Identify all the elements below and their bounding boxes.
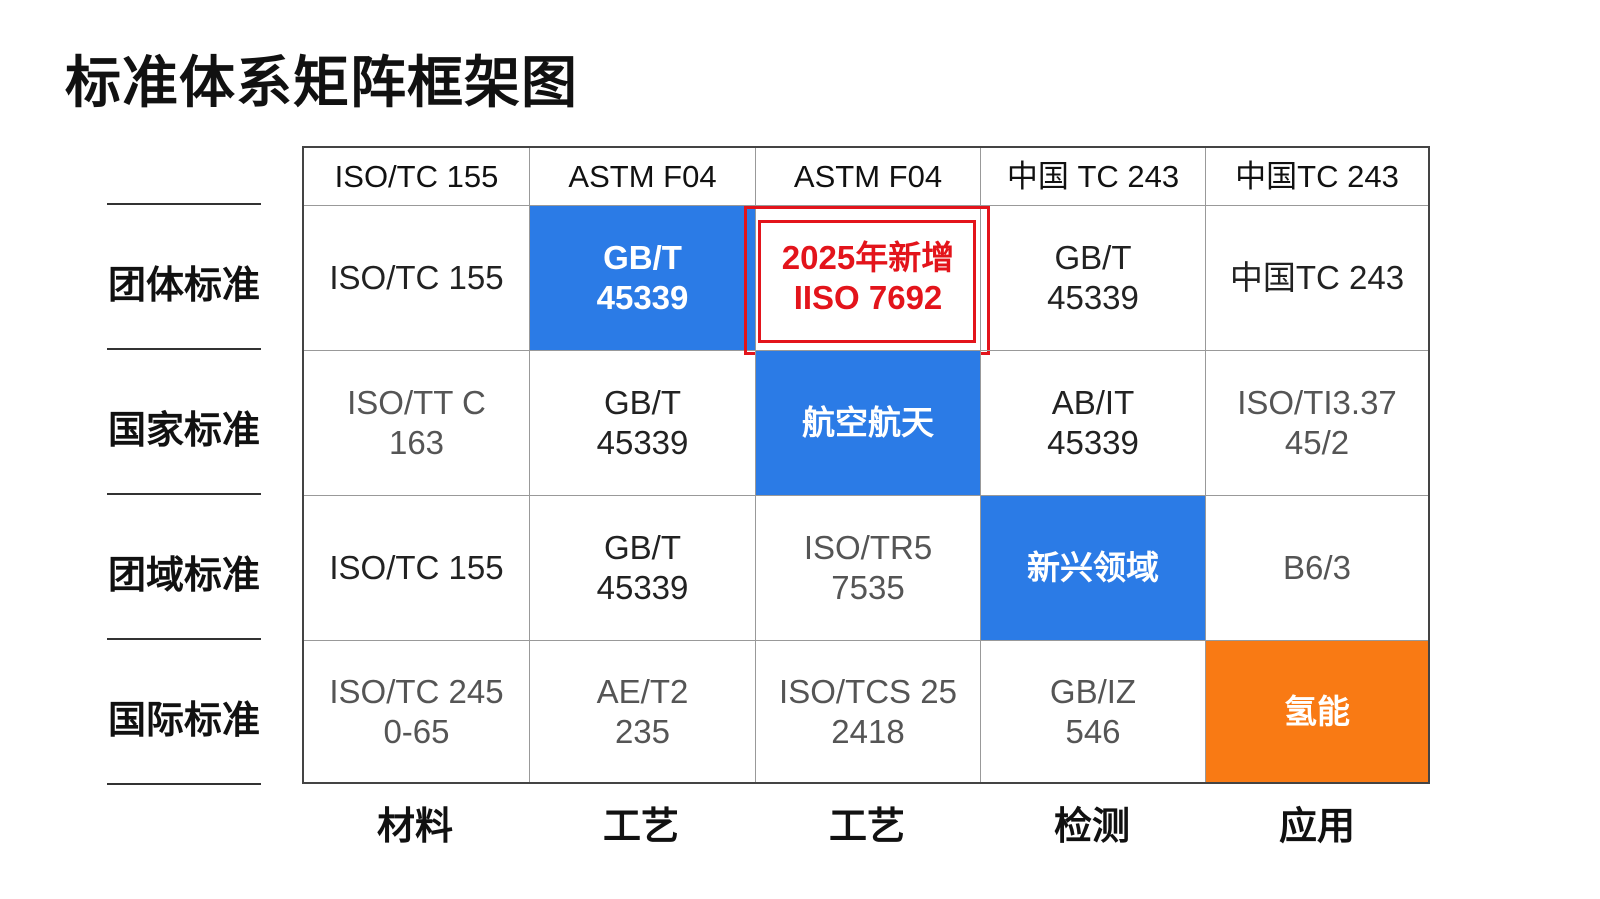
row-label: 团域标准 — [107, 553, 260, 597]
matrix-cell: GB/IZ 546 — [981, 641, 1206, 782]
matrix-cell: ISO/TC 245 0-65 — [304, 641, 530, 782]
standards-matrix: ISO/TC 155 ASTM F04 ASTM F04 中国 TC 243 中… — [302, 146, 1430, 784]
divider — [107, 638, 261, 640]
column-header: 中国 TC 243 — [981, 148, 1206, 206]
row-label: 国家标准 — [107, 408, 260, 452]
matrix-cell: 中国TC 243 — [1206, 206, 1428, 351]
column-footer-label: 应用 — [1278, 804, 1355, 848]
matrix-cell-new-2025: 2025年新增 IISO 7692 — [744, 206, 990, 355]
column-footer-label: 材料 — [376, 804, 453, 848]
column-header: ISO/TC 155 — [304, 148, 530, 206]
matrix-cell-highlight-orange: 氢能 — [1206, 641, 1428, 782]
matrix-cell: AE/T2 235 — [530, 641, 756, 782]
divider — [107, 203, 261, 205]
matrix-cell: GB/T 45339 — [981, 206, 1206, 351]
matrix-cell: GB/T 45339 — [530, 496, 756, 641]
matrix-cell: ISO/TI3.37 45/2 — [1206, 351, 1428, 496]
highlight-frame — [758, 220, 976, 343]
matrix-cell-highlight-blue: GB/T 45339 — [530, 206, 756, 351]
column-footer-label: 检测 — [1053, 804, 1130, 848]
cell-text: 2025年新增 IISO 7692 — [781, 239, 955, 316]
matrix-cell: ISO/TC 155 — [304, 496, 530, 641]
matrix-cell: ISO/TCS 25 2418 — [756, 641, 981, 782]
row-label: 国际标准 — [107, 698, 260, 742]
divider — [107, 493, 261, 495]
column-footer-label: 工艺 — [602, 804, 679, 848]
matrix-cell: ISO/TR5 7535 — [756, 496, 981, 641]
column-header: ASTM F04 — [756, 148, 981, 206]
matrix-cell-highlight-blue: 航空航天 — [756, 351, 981, 496]
row-label: 团体标准 — [107, 263, 260, 307]
column-header: ASTM F04 — [530, 148, 756, 206]
matrix-cell: ISO/TT C 163 — [304, 351, 530, 496]
column-header: 中国TC 243 — [1206, 148, 1428, 206]
divider — [107, 783, 261, 785]
column-footer-label: 工艺 — [828, 804, 905, 848]
matrix-cell-highlight-blue: 新兴领域 — [981, 496, 1206, 641]
matrix-cell: ISO/TC 155 — [304, 206, 530, 351]
matrix-cell: AB/IT 45339 — [981, 351, 1206, 496]
matrix-cell: B6/3 — [1206, 496, 1428, 641]
matrix-cell: GB/T 45339 — [530, 351, 756, 496]
page-title: 标准体系矩阵框架图 — [65, 51, 578, 116]
divider — [107, 348, 261, 350]
